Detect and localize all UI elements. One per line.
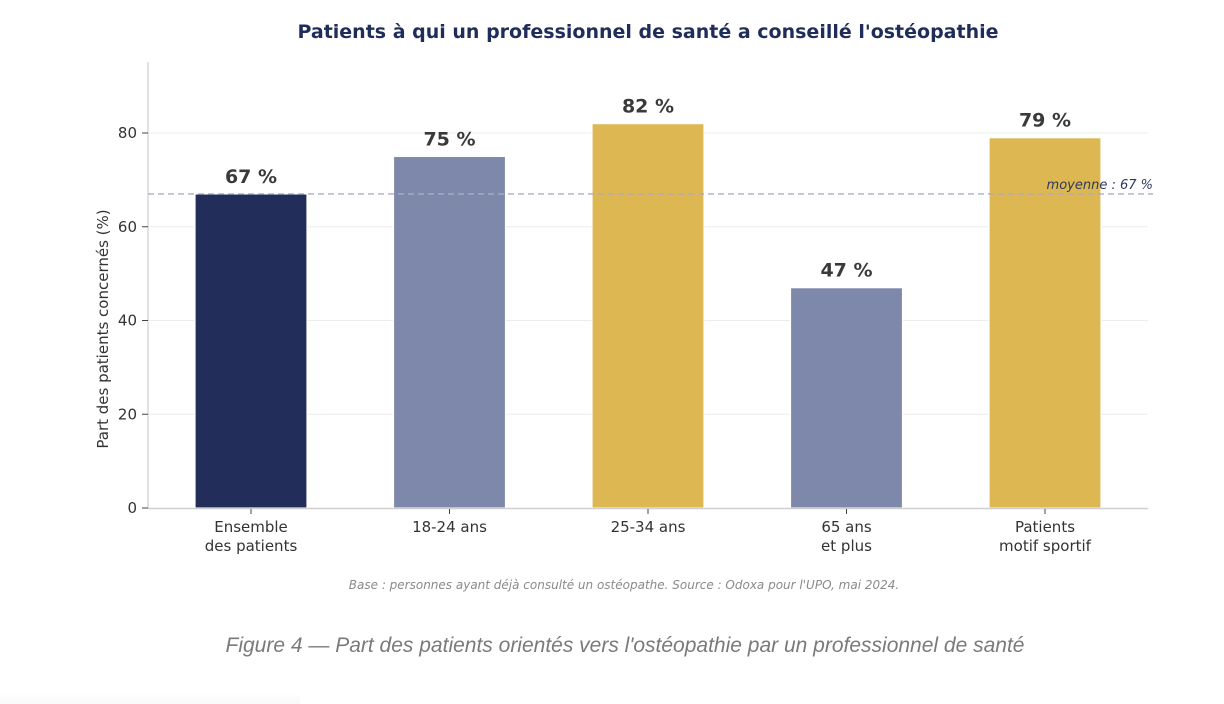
x-axis-ticks: Ensemble des patients 18-24 ans 25-34 ans 65… xyxy=(205,509,1092,555)
x-tick-label: 18-24 ans xyxy=(412,518,487,536)
bar xyxy=(591,123,705,509)
x-tick-label: 25-34 ans xyxy=(611,518,686,536)
data-label: 67 % xyxy=(225,166,277,188)
y-tick-label: 40 xyxy=(118,312,137,330)
data-label: 47 % xyxy=(820,260,872,282)
x-tick-label: 65 ans et plus xyxy=(821,518,872,555)
figure-caption: Figure 4 — Part des patients orientés ve… xyxy=(225,634,1025,657)
bar xyxy=(988,137,1102,509)
data-label: 79 % xyxy=(1019,110,1071,132)
source-note: Base : personnes ayant déjà consulté un … xyxy=(349,578,899,592)
y-axis-ticks: 0 20 40 60 80 xyxy=(118,124,148,517)
y-tick-label: 0 xyxy=(127,499,137,517)
x-tick-label: Patients motif sportif xyxy=(999,518,1092,555)
bar xyxy=(392,155,507,509)
data-label: 75 % xyxy=(423,128,475,150)
average-label: moyenne : 67 % xyxy=(1047,178,1153,193)
y-tick-label: 60 xyxy=(118,218,137,236)
bottom-fade xyxy=(0,694,300,704)
y-tick-label: 20 xyxy=(118,405,137,423)
data-label: 82 % xyxy=(622,96,674,118)
bar xyxy=(789,287,904,509)
bar xyxy=(194,193,308,509)
y-axis-label: Part des patients concernés (%) xyxy=(94,209,112,448)
y-tick-label: 80 xyxy=(118,124,137,142)
bars: 67 % 75 % 82 % 47 % 79 % xyxy=(194,96,1102,509)
x-tick-label: Ensemble des patients xyxy=(205,518,298,555)
chart-title: Patients à qui un professionnel de santé… xyxy=(297,21,998,43)
